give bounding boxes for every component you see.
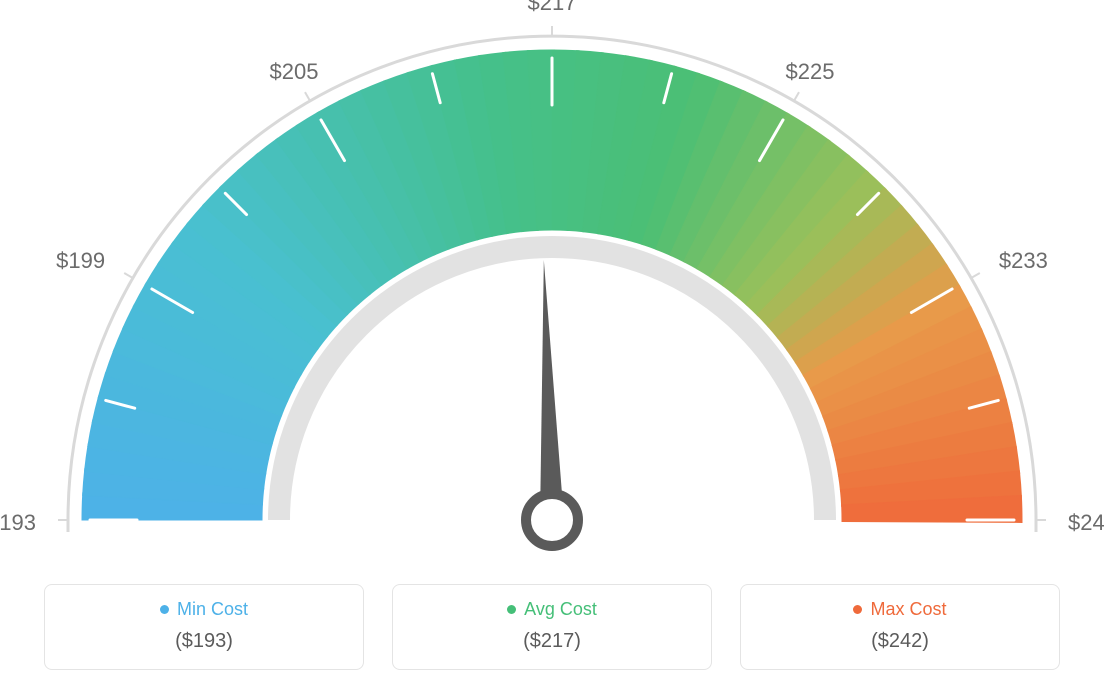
svg-text:$205: $205 <box>270 59 319 84</box>
legend-dot-max <box>853 605 862 614</box>
legend-value-max: ($242) <box>753 630 1047 653</box>
legend-card-max: Max Cost ($242) <box>740 584 1060 670</box>
legend-title-max: Max Cost <box>853 599 946 620</box>
svg-text:$199: $199 <box>56 248 105 273</box>
svg-text:$225: $225 <box>786 59 835 84</box>
svg-text:$242: $242 <box>1068 510 1104 535</box>
legend-label-min: Min Cost <box>177 599 248 620</box>
gauge-svg: $193 $199 $205 $217 $225 $233 $242 <box>0 0 1104 560</box>
cost-gauge: $193 $199 $205 $217 $225 $233 $242 <box>0 0 1104 560</box>
legend-card-avg: Avg Cost ($217) <box>392 584 712 670</box>
svg-text:$233: $233 <box>999 248 1048 273</box>
legend-label-avg: Avg Cost <box>524 599 597 620</box>
legend-row: Min Cost ($193) Avg Cost ($217) Max Cost… <box>0 584 1104 670</box>
legend-title-avg: Avg Cost <box>507 599 597 620</box>
svg-text:$193: $193 <box>0 510 36 535</box>
legend-value-avg: ($217) <box>405 630 699 653</box>
legend-value-min: ($193) <box>57 630 351 653</box>
legend-label-max: Max Cost <box>870 599 946 620</box>
legend-title-min: Min Cost <box>160 599 248 620</box>
legend-dot-min <box>160 605 169 614</box>
legend-card-min: Min Cost ($193) <box>44 584 364 670</box>
svg-text:$217: $217 <box>528 0 577 15</box>
legend-dot-avg <box>507 605 516 614</box>
